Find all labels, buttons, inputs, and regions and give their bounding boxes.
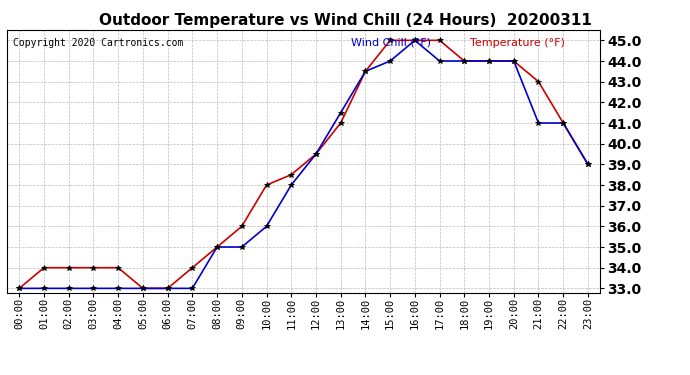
Text: Temperature (°F): Temperature (°F) bbox=[470, 38, 564, 48]
Text: Outdoor Temperature vs Wind Chill (24 Hours)  20200311: Outdoor Temperature vs Wind Chill (24 Ho… bbox=[99, 13, 591, 28]
Text: Copyright 2020 Cartronics.com: Copyright 2020 Cartronics.com bbox=[13, 38, 184, 48]
Text: Wind Chill (°F): Wind Chill (°F) bbox=[351, 38, 431, 48]
